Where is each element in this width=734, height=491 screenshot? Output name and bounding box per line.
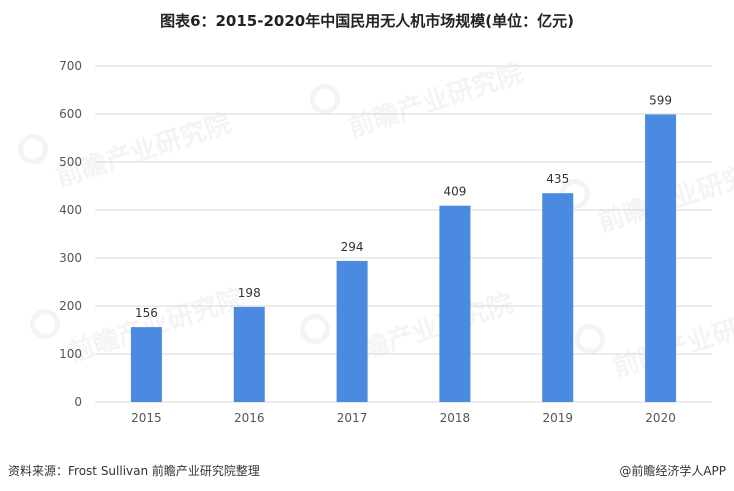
data-label: 599 xyxy=(649,93,672,107)
chart-title: 图表6：2015-2020年中国民用无人机市场规模(单位：亿元) xyxy=(160,12,574,30)
grid-layer xyxy=(95,65,712,403)
bar xyxy=(439,205,471,402)
data-label: 435 xyxy=(546,172,569,186)
data-label: 156 xyxy=(135,306,158,320)
y-axis: 0 100 200 300 400 500 600 700 xyxy=(59,59,82,409)
bar xyxy=(645,114,677,402)
y-tick-label: 600 xyxy=(59,107,82,121)
bars xyxy=(130,114,677,402)
brand-credit: @前瞻经济学人APP xyxy=(619,464,726,478)
y-tick-label: 100 xyxy=(59,347,82,361)
y-tick-label: 0 xyxy=(74,395,82,409)
x-axis: 2015 2016 2017 2018 2019 2020 xyxy=(131,411,676,425)
x-tick-label: 2020 xyxy=(645,411,676,425)
data-label: 198 xyxy=(238,286,261,300)
y-tick-label: 300 xyxy=(59,251,82,265)
bar xyxy=(336,260,368,402)
y-tick-label: 200 xyxy=(59,299,82,313)
x-tick-label: 2017 xyxy=(337,411,368,425)
y-tick-label: 500 xyxy=(59,155,82,169)
data-label: 409 xyxy=(443,185,466,199)
x-tick-label: 2016 xyxy=(234,411,265,425)
data-label: 294 xyxy=(341,240,364,254)
y-tick-label: 700 xyxy=(59,59,82,73)
x-tick-label: 2019 xyxy=(542,411,573,425)
y-tick-label: 400 xyxy=(59,203,82,217)
source-note: 资料来源：Frost Sullivan 前瞻产业研究院整理 xyxy=(8,464,260,478)
bar xyxy=(542,193,574,402)
bar xyxy=(233,306,265,402)
x-tick-label: 2018 xyxy=(440,411,471,425)
bar xyxy=(130,327,162,402)
data-labels: 156 198 294 409 435 599 xyxy=(135,93,672,320)
x-tick-label: 2015 xyxy=(131,411,162,425)
